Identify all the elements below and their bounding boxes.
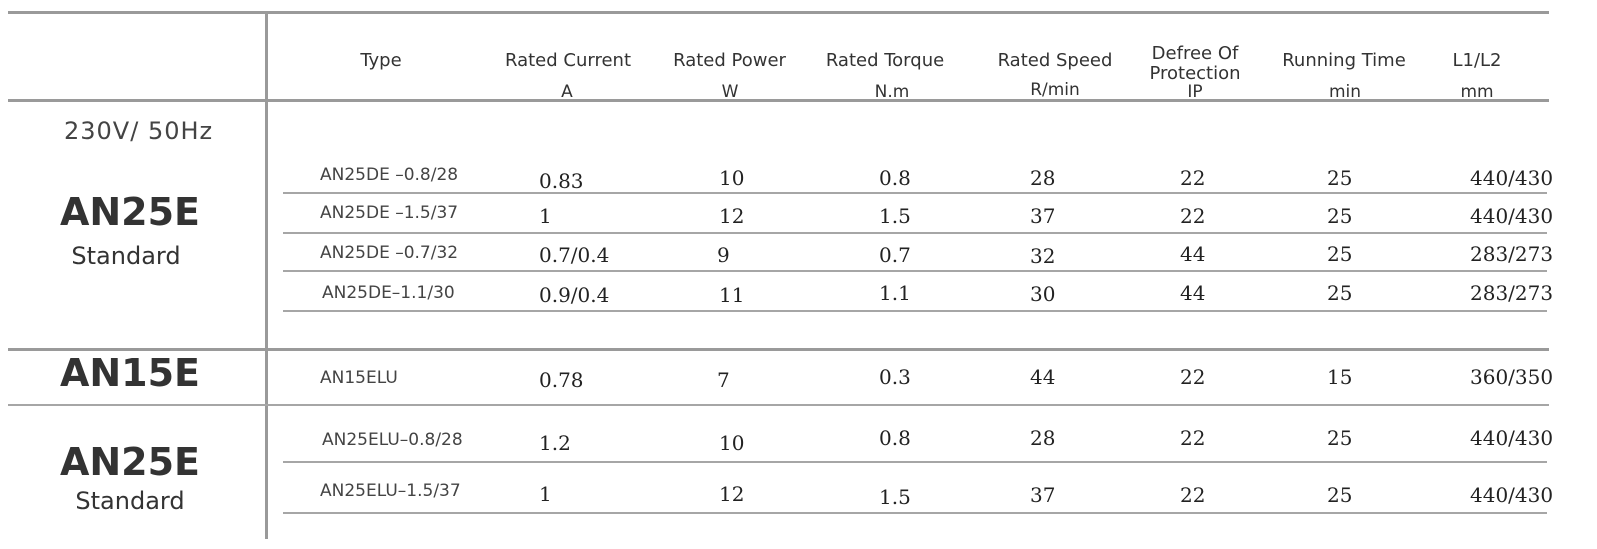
cell-ip: 44 bbox=[1180, 281, 1206, 305]
header-dimensions: L1/L2 bbox=[1452, 50, 1502, 71]
cell-torque: 0.8 bbox=[879, 426, 911, 450]
cell-type: AN25DE –1.5/37 bbox=[320, 203, 459, 223]
cell-speed: 44 bbox=[1030, 365, 1056, 389]
cell-time: 25 bbox=[1327, 166, 1353, 190]
cell-speed: 32 bbox=[1030, 244, 1056, 268]
model-group-subtitle: Standard bbox=[71, 242, 181, 270]
cell-torque: 1.5 bbox=[879, 204, 911, 228]
cell-ip: 22 bbox=[1180, 426, 1206, 450]
header-protection-unit: IP bbox=[1187, 82, 1203, 102]
header-rated-speed: Rated Speed bbox=[997, 50, 1113, 71]
header-type: Type bbox=[360, 50, 402, 71]
cell-torque: 1.1 bbox=[879, 281, 911, 305]
header-running-time-unit: min bbox=[1328, 82, 1362, 102]
header-rated-torque-unit: N.m bbox=[874, 82, 910, 102]
header-divider bbox=[8, 99, 1549, 102]
row-divider bbox=[283, 232, 1547, 234]
cell-type: AN25ELU–1.5/37 bbox=[320, 481, 461, 501]
cell-time: 25 bbox=[1327, 483, 1353, 507]
cell-current: 0.78 bbox=[539, 368, 584, 392]
cell-type: AN15ELU bbox=[320, 368, 398, 388]
cell-torque: 0.7 bbox=[879, 243, 911, 267]
cell-power: 9 bbox=[717, 243, 730, 267]
header-rated-current-unit: A bbox=[561, 82, 573, 102]
header-rated-power: Rated Power bbox=[673, 50, 786, 71]
cell-current: 0.83 bbox=[539, 169, 584, 193]
header-rated-speed-unit: R/min bbox=[1030, 80, 1080, 100]
cell-time: 25 bbox=[1327, 426, 1353, 450]
row-divider bbox=[283, 270, 1547, 272]
model-group-subtitle-2: Standard bbox=[75, 487, 185, 515]
cell-type: AN25ELU–0.8/28 bbox=[322, 430, 463, 450]
cell-current: 1 bbox=[539, 204, 552, 228]
cell-current: 0.9/0.4 bbox=[539, 283, 610, 307]
cell-power: 12 bbox=[719, 204, 745, 228]
header-rated-current: Rated Current bbox=[504, 50, 632, 71]
cell-current: 0.7/0.4 bbox=[539, 243, 610, 267]
cell-power: 10 bbox=[719, 431, 745, 455]
cell-power: 11 bbox=[719, 283, 745, 307]
cell-torque: 1.5 bbox=[879, 485, 911, 509]
cell-current: 1 bbox=[539, 482, 552, 506]
cell-dimensions: 440/430 bbox=[1470, 483, 1554, 507]
cell-time: 25 bbox=[1327, 281, 1353, 305]
cell-power: 7 bbox=[717, 368, 730, 392]
row-divider bbox=[283, 310, 1547, 312]
cell-power: 12 bbox=[719, 482, 745, 506]
row-divider bbox=[283, 192, 1547, 194]
cell-type: AN25DE–1.1/30 bbox=[322, 283, 455, 303]
cell-speed: 28 bbox=[1030, 426, 1056, 450]
voltage-label: 230V/ 50Hz bbox=[64, 117, 214, 145]
header-running-time: Running Time bbox=[1282, 50, 1406, 71]
header-rated-power-unit: W bbox=[721, 82, 739, 102]
cell-dimensions: 360/350 bbox=[1470, 365, 1554, 389]
cell-ip: 22 bbox=[1180, 365, 1206, 389]
cell-speed: 37 bbox=[1030, 483, 1056, 507]
table-top-border bbox=[8, 11, 1549, 14]
cell-type: AN25DE –0.7/32 bbox=[320, 243, 459, 263]
group-divider bbox=[8, 404, 1549, 406]
model-group-an25e-2: AN25E bbox=[59, 440, 201, 484]
cell-dimensions: 440/430 bbox=[1470, 426, 1554, 450]
cell-time: 25 bbox=[1327, 242, 1353, 266]
model-group-an25e: AN25E bbox=[59, 190, 201, 234]
cell-dimensions: 283/273 bbox=[1470, 242, 1554, 266]
cell-torque: 0.3 bbox=[879, 365, 911, 389]
cell-ip: 22 bbox=[1180, 483, 1206, 507]
cell-ip: 22 bbox=[1180, 166, 1206, 190]
cell-speed: 37 bbox=[1030, 204, 1056, 228]
group-divider bbox=[8, 348, 1549, 351]
header-protection-line1: Defree Of bbox=[1151, 43, 1239, 64]
cell-ip: 22 bbox=[1180, 204, 1206, 228]
cell-dimensions: 440/430 bbox=[1470, 204, 1554, 228]
cell-time: 15 bbox=[1327, 365, 1353, 389]
cell-dimensions: 283/273 bbox=[1470, 281, 1554, 305]
header-protection-line2: Protection bbox=[1149, 63, 1241, 84]
cell-time: 25 bbox=[1327, 204, 1353, 228]
cell-torque: 0.8 bbox=[879, 166, 911, 190]
cell-speed: 28 bbox=[1030, 166, 1056, 190]
cell-dimensions: 440/430 bbox=[1470, 166, 1554, 190]
cell-speed: 30 bbox=[1030, 282, 1056, 306]
cell-type: AN25DE –0.8/28 bbox=[320, 165, 459, 185]
model-group-an15e: AN15E bbox=[59, 351, 201, 395]
cell-ip: 44 bbox=[1180, 242, 1206, 266]
column-divider bbox=[265, 13, 268, 539]
row-divider bbox=[283, 461, 1547, 463]
header-rated-torque: Rated Torque bbox=[825, 50, 945, 71]
cell-current: 1.2 bbox=[539, 431, 571, 455]
row-divider bbox=[283, 512, 1547, 514]
header-dimensions-unit: mm bbox=[1460, 82, 1494, 102]
cell-power: 10 bbox=[719, 166, 745, 190]
